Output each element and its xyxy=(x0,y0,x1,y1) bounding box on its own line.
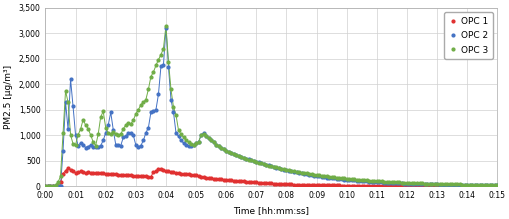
OPC 3 xyxy=(263,164,269,166)
Line: OPC 1: OPC 1 xyxy=(44,167,498,188)
OPC 2 xyxy=(493,184,499,187)
OPC 3 xyxy=(170,106,176,109)
Legend: OPC 1, OPC 2, OPC 3: OPC 1, OPC 2, OPC 3 xyxy=(443,12,492,59)
OPC 2 xyxy=(170,111,176,114)
OPC 2 xyxy=(162,27,168,29)
OPC 3 xyxy=(260,163,266,166)
OPC 1 xyxy=(493,185,499,188)
OPC 1 xyxy=(65,167,71,169)
OPC 3 xyxy=(42,185,48,188)
OPC 2 xyxy=(418,183,424,185)
OPC 1 xyxy=(263,182,269,184)
OPC 2 xyxy=(260,163,266,165)
OPC 2 xyxy=(80,143,86,146)
OPC 3 xyxy=(162,24,168,27)
OPC 2 xyxy=(263,163,269,166)
Line: OPC 2: OPC 2 xyxy=(44,27,498,188)
OPC 2 xyxy=(110,129,116,132)
OPC 3 xyxy=(418,182,424,185)
Y-axis label: PM2.5 [μg/m³]: PM2.5 [μg/m³] xyxy=(4,65,13,129)
OPC 3 xyxy=(110,131,116,133)
OPC 1 xyxy=(260,182,266,184)
X-axis label: Time [hh:mm:ss]: Time [hh:mm:ss] xyxy=(233,206,309,215)
OPC 1 xyxy=(112,173,119,176)
OPC 2 xyxy=(42,185,48,188)
OPC 3 xyxy=(80,118,86,121)
OPC 1 xyxy=(42,185,48,188)
OPC 1 xyxy=(82,172,89,175)
Line: OPC 3: OPC 3 xyxy=(44,24,498,188)
OPC 3 xyxy=(493,184,499,186)
OPC 1 xyxy=(170,171,176,173)
OPC 1 xyxy=(418,185,424,187)
